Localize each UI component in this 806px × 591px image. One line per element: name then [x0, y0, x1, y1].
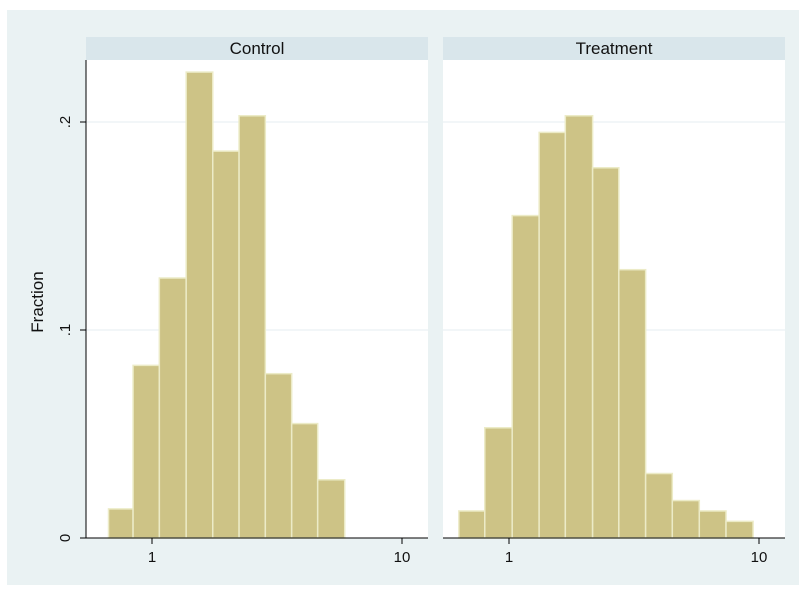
y-axis-title: Fraction — [28, 271, 47, 332]
x-tick-label: 1 — [505, 549, 513, 566]
histogram-bar — [725, 520, 754, 539]
y-tick-label: 0 — [57, 534, 74, 542]
panel-control: Control — [86, 37, 428, 539]
histogram-bar — [618, 268, 647, 539]
histogram-bar — [484, 427, 513, 539]
histogram-bar — [212, 150, 240, 539]
panel-title-treatment: Treatment — [576, 39, 653, 58]
x-tick-label: 1 — [148, 549, 156, 566]
x-tick-label: 10 — [751, 549, 768, 566]
axes: 0 .1 .2 1 10 1 10 — [57, 60, 785, 566]
panel-strip-control — [86, 37, 428, 60]
histogram-bar — [264, 372, 293, 539]
x-tick-label: 10 — [394, 549, 411, 566]
bars-control — [107, 71, 346, 539]
panel-strip-treatment — [443, 37, 785, 60]
histogram-bar — [591, 167, 620, 539]
histogram-bar — [316, 479, 346, 539]
histogram-bar — [671, 499, 701, 539]
bars-treatment — [458, 115, 754, 539]
histogram-bar — [158, 277, 187, 539]
histogram-bar — [290, 422, 319, 539]
histogram-bar — [644, 472, 674, 539]
histogram-bar — [185, 71, 214, 539]
histogram-bar — [458, 510, 486, 539]
histogram-bar — [107, 508, 134, 539]
panel-treatment: Treatment — [443, 37, 785, 539]
histogram-bar — [538, 131, 567, 539]
panel-title-control: Control — [230, 39, 285, 58]
y-tick-label: .1 — [57, 324, 74, 337]
histogram-bar — [132, 364, 161, 539]
histogram-bar — [564, 115, 594, 539]
histogram-bar — [698, 510, 727, 539]
histogram-bar — [238, 115, 267, 539]
histogram-bar — [511, 214, 540, 539]
y-tick-label: .2 — [57, 116, 74, 129]
